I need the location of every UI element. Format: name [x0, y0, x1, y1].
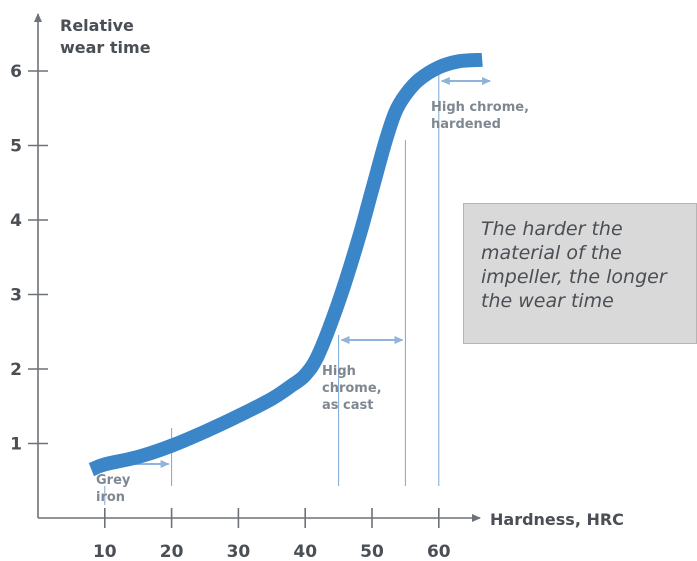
x-tick-label-60: 60	[427, 542, 451, 561]
region-label-1-line-2: iron	[96, 490, 125, 505]
x-axis-title: Hardness, HRC	[490, 510, 624, 529]
y-tick-label-5: 5	[10, 137, 22, 157]
region-label-2-line-1: High	[322, 364, 356, 379]
wear-time-curve	[88, 52, 483, 477]
region-label-2-line-3: as cast	[322, 398, 373, 413]
y-axis-title-line-1: Relative	[60, 16, 134, 35]
y-tick-label-6: 6	[10, 62, 22, 82]
x-tick-label-30: 30	[227, 542, 251, 561]
region-label-3-line-2: hardened	[431, 117, 501, 132]
region-label-2-line-2: chrome,	[322, 381, 382, 396]
x-tick-label-10: 10	[93, 542, 117, 561]
x-tick-label-40: 40	[293, 542, 317, 561]
y-axis-title-line-2: wear time	[60, 38, 151, 57]
y-tick-label-2: 2	[10, 360, 22, 380]
x-tick-label-50: 50	[360, 542, 384, 561]
region-label-3-line-1: High chrome,	[431, 100, 529, 115]
region-label-1-line-1: Grey	[96, 473, 131, 488]
x-tick-label-20: 20	[160, 542, 184, 561]
annotation-text: The harder the material of the impeller,…	[481, 218, 667, 312]
y-tick-label-1: 1	[10, 435, 22, 455]
y-tick-label-4: 4	[10, 211, 22, 231]
annotation-box: The harder the material of the impeller,…	[463, 203, 697, 344]
y-tick-label-3: 3	[10, 286, 22, 306]
